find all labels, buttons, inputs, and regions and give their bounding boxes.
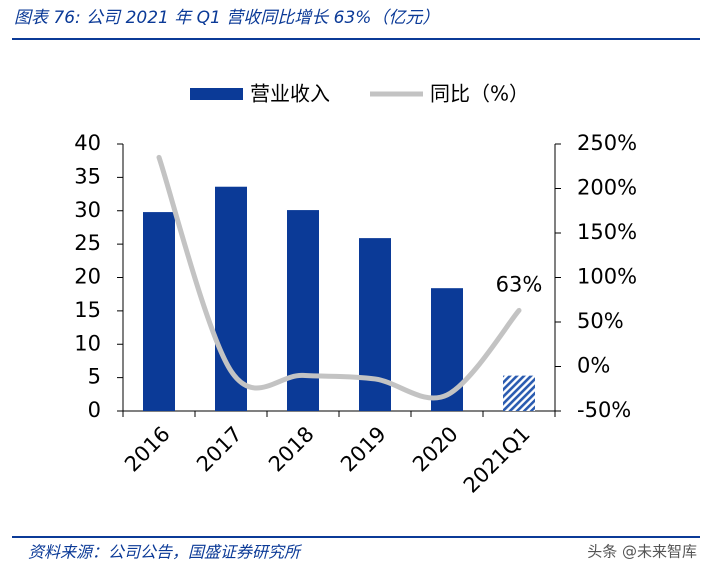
x-tick-label: 2021Q1 bbox=[459, 422, 535, 498]
y2-tick-label: 200% bbox=[577, 176, 637, 200]
x-tick-label: 2020 bbox=[408, 422, 463, 477]
y-tick-label: 20 bbox=[74, 265, 101, 289]
y2-tick-label: 250% bbox=[577, 131, 637, 155]
legend-label: 同比（%） bbox=[430, 82, 529, 106]
bar bbox=[503, 375, 535, 411]
x-tick-label: 2017 bbox=[192, 422, 247, 477]
y2-tick-label: 50% bbox=[577, 309, 624, 333]
data-label: 63% bbox=[496, 272, 543, 296]
y-tick-label: 25 bbox=[74, 231, 101, 255]
bar bbox=[215, 186, 247, 411]
y-tick-label: 0 bbox=[88, 398, 101, 422]
y-tick-label: 10 bbox=[74, 331, 101, 355]
y2-tick-label: 0% bbox=[577, 354, 610, 378]
y-tick-label: 35 bbox=[74, 164, 101, 188]
bar bbox=[143, 212, 175, 411]
source-note: 资料来源：公司公告，国盛证券研究所 bbox=[28, 543, 303, 562]
x-tick-label: 2019 bbox=[336, 422, 391, 477]
y-tick-label: 40 bbox=[74, 131, 101, 155]
y2-tick-label: -50% bbox=[577, 398, 631, 422]
bar bbox=[287, 210, 319, 411]
x-tick-label: 2018 bbox=[264, 422, 319, 477]
bar bbox=[359, 238, 391, 411]
y-tick-label: 30 bbox=[74, 198, 101, 222]
watermark: 头条 @未来智库 bbox=[587, 543, 697, 561]
legend-swatch bbox=[190, 88, 243, 100]
x-tick-label: 2016 bbox=[120, 422, 175, 477]
y2-tick-label: 150% bbox=[577, 220, 637, 244]
y-tick-label: 15 bbox=[74, 298, 101, 322]
chart-title: 图表 76: 公司 2021 年 Q1 营收同比增长 63%（亿元） bbox=[14, 8, 439, 28]
y-tick-label: 5 bbox=[88, 365, 101, 389]
legend-label: 营业收入 bbox=[250, 82, 330, 106]
y2-tick-label: 100% bbox=[577, 265, 637, 289]
line bbox=[156, 154, 522, 401]
